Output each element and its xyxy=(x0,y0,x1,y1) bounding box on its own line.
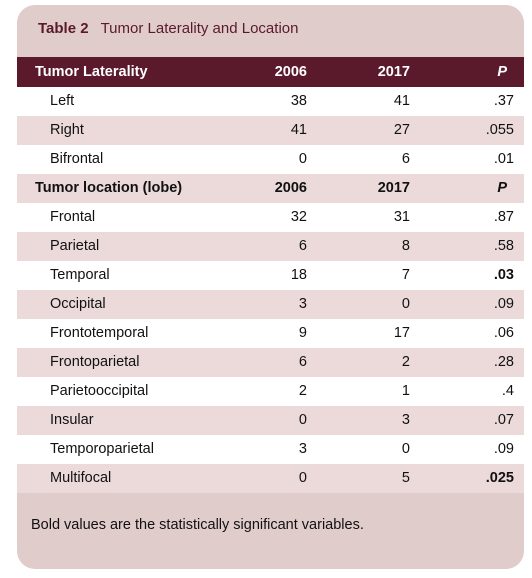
value-2017: 7 xyxy=(401,267,410,283)
location-subheader-row: Tumor location (lobe) 2006 2017 P xyxy=(17,174,524,203)
table-row: Left 38 41 .37 xyxy=(17,87,524,116)
p-value: .37 xyxy=(493,93,514,109)
row-label: Frontal xyxy=(50,209,96,225)
value-2006: 6 xyxy=(298,354,307,370)
value-2017: 0 xyxy=(401,296,410,312)
table-number: Table 2 xyxy=(38,20,89,37)
table-row: Occipital 3 0 .09 xyxy=(17,290,524,319)
table-row: Temporoparietal 3 0 .09 xyxy=(17,435,524,464)
table-row: Parietal 6 8 .58 xyxy=(17,232,524,261)
header-p: P xyxy=(497,64,507,80)
table-title: Tumor Laterality and Location xyxy=(100,20,299,37)
header-2006: 2006 xyxy=(274,64,307,80)
table-header-row: Tumor Laterality 2006 2017 P xyxy=(17,57,524,87)
value-2017: 3 xyxy=(401,412,410,428)
table-row: Frontotemporal 9 17 .06 xyxy=(17,319,524,348)
value-2006: 32 xyxy=(290,209,307,225)
value-2017: 31 xyxy=(393,209,410,225)
row-label: Parietooccipital xyxy=(50,383,149,399)
row-label: Left xyxy=(50,93,75,109)
table-row: Frontoparietal 6 2 .28 xyxy=(17,348,524,377)
row-label: Parietal xyxy=(50,238,100,254)
value-2017: 5 xyxy=(401,470,410,486)
value-2006: 3 xyxy=(298,441,307,457)
data-table: Tumor Laterality 2006 2017 P Left 38 41.37… xyxy=(17,57,524,493)
value-2006: 9 xyxy=(298,325,307,341)
subheader-2006: 2006 xyxy=(274,180,307,196)
row-label: Frontoparietal xyxy=(50,354,140,370)
table-row: Insular 0 3 .07 xyxy=(17,406,524,435)
table-row: Right 41 27 .055 xyxy=(17,116,524,145)
value-2017: 41 xyxy=(393,93,410,109)
value-2006: 38 xyxy=(290,93,307,109)
p-value: .025 xyxy=(485,470,514,486)
value-2006: 0 xyxy=(298,412,307,428)
table-row: Bifrontal 0 6 .01 xyxy=(17,145,524,174)
row-label: Temporoparietal xyxy=(50,441,154,457)
header-label: Tumor Laterality xyxy=(35,64,148,80)
table-footnote: Bold values are the statistically signif… xyxy=(31,517,364,533)
subheader-p: P xyxy=(497,180,507,196)
row-label: Bifrontal xyxy=(50,151,104,167)
subheader-label: Tumor location (lobe) xyxy=(35,180,183,196)
row-label: Frontotemporal xyxy=(50,325,149,341)
value-2017: 0 xyxy=(401,441,410,457)
table-row: Multifocal 0 5 .025 xyxy=(17,464,524,493)
row-label: Temporal xyxy=(50,267,110,283)
value-2006: 41 xyxy=(290,122,307,138)
row-label: Occipital xyxy=(50,296,106,312)
value-2017: 27 xyxy=(393,122,410,138)
p-value: .07 xyxy=(493,412,514,428)
value-2006: 3 xyxy=(298,296,307,312)
table-row: Parietooccipital 2 1 .4 xyxy=(17,377,524,406)
value-2017: 2 xyxy=(401,354,410,370)
value-2017: 8 xyxy=(401,238,410,254)
value-2006: 0 xyxy=(298,151,307,167)
p-value: .28 xyxy=(493,354,514,370)
header-2017: 2017 xyxy=(377,64,410,80)
value-2017: 6 xyxy=(401,151,410,167)
subheader-2017: 2017 xyxy=(377,180,410,196)
p-value: .055 xyxy=(485,122,514,138)
p-value: .09 xyxy=(493,441,514,457)
p-value: .03 xyxy=(493,267,514,283)
p-value: .09 xyxy=(493,296,514,312)
value-2006: 2 xyxy=(298,383,307,399)
p-value: .01 xyxy=(493,151,514,167)
value-2006: 0 xyxy=(298,470,307,486)
table-row: Frontal 32 31 .87 xyxy=(17,203,524,232)
table-card: Table 2 Tumor Laterality and Location Tum… xyxy=(17,5,524,569)
value-2017: 17 xyxy=(393,325,410,341)
table-row: Temporal 18 7 .03 xyxy=(17,261,524,290)
row-label: Right xyxy=(50,122,84,138)
row-label: Multifocal xyxy=(50,470,112,486)
value-2006: 6 xyxy=(298,238,307,254)
value-2017: 1 xyxy=(401,383,410,399)
p-value: .06 xyxy=(493,325,514,341)
p-value: .4 xyxy=(501,383,514,399)
p-value: .58 xyxy=(493,238,514,254)
table-caption: Table 2 Tumor Laterality and Location xyxy=(38,20,298,40)
row-label: Insular xyxy=(50,412,94,428)
p-value: .87 xyxy=(493,209,514,225)
value-2006: 18 xyxy=(290,267,307,283)
